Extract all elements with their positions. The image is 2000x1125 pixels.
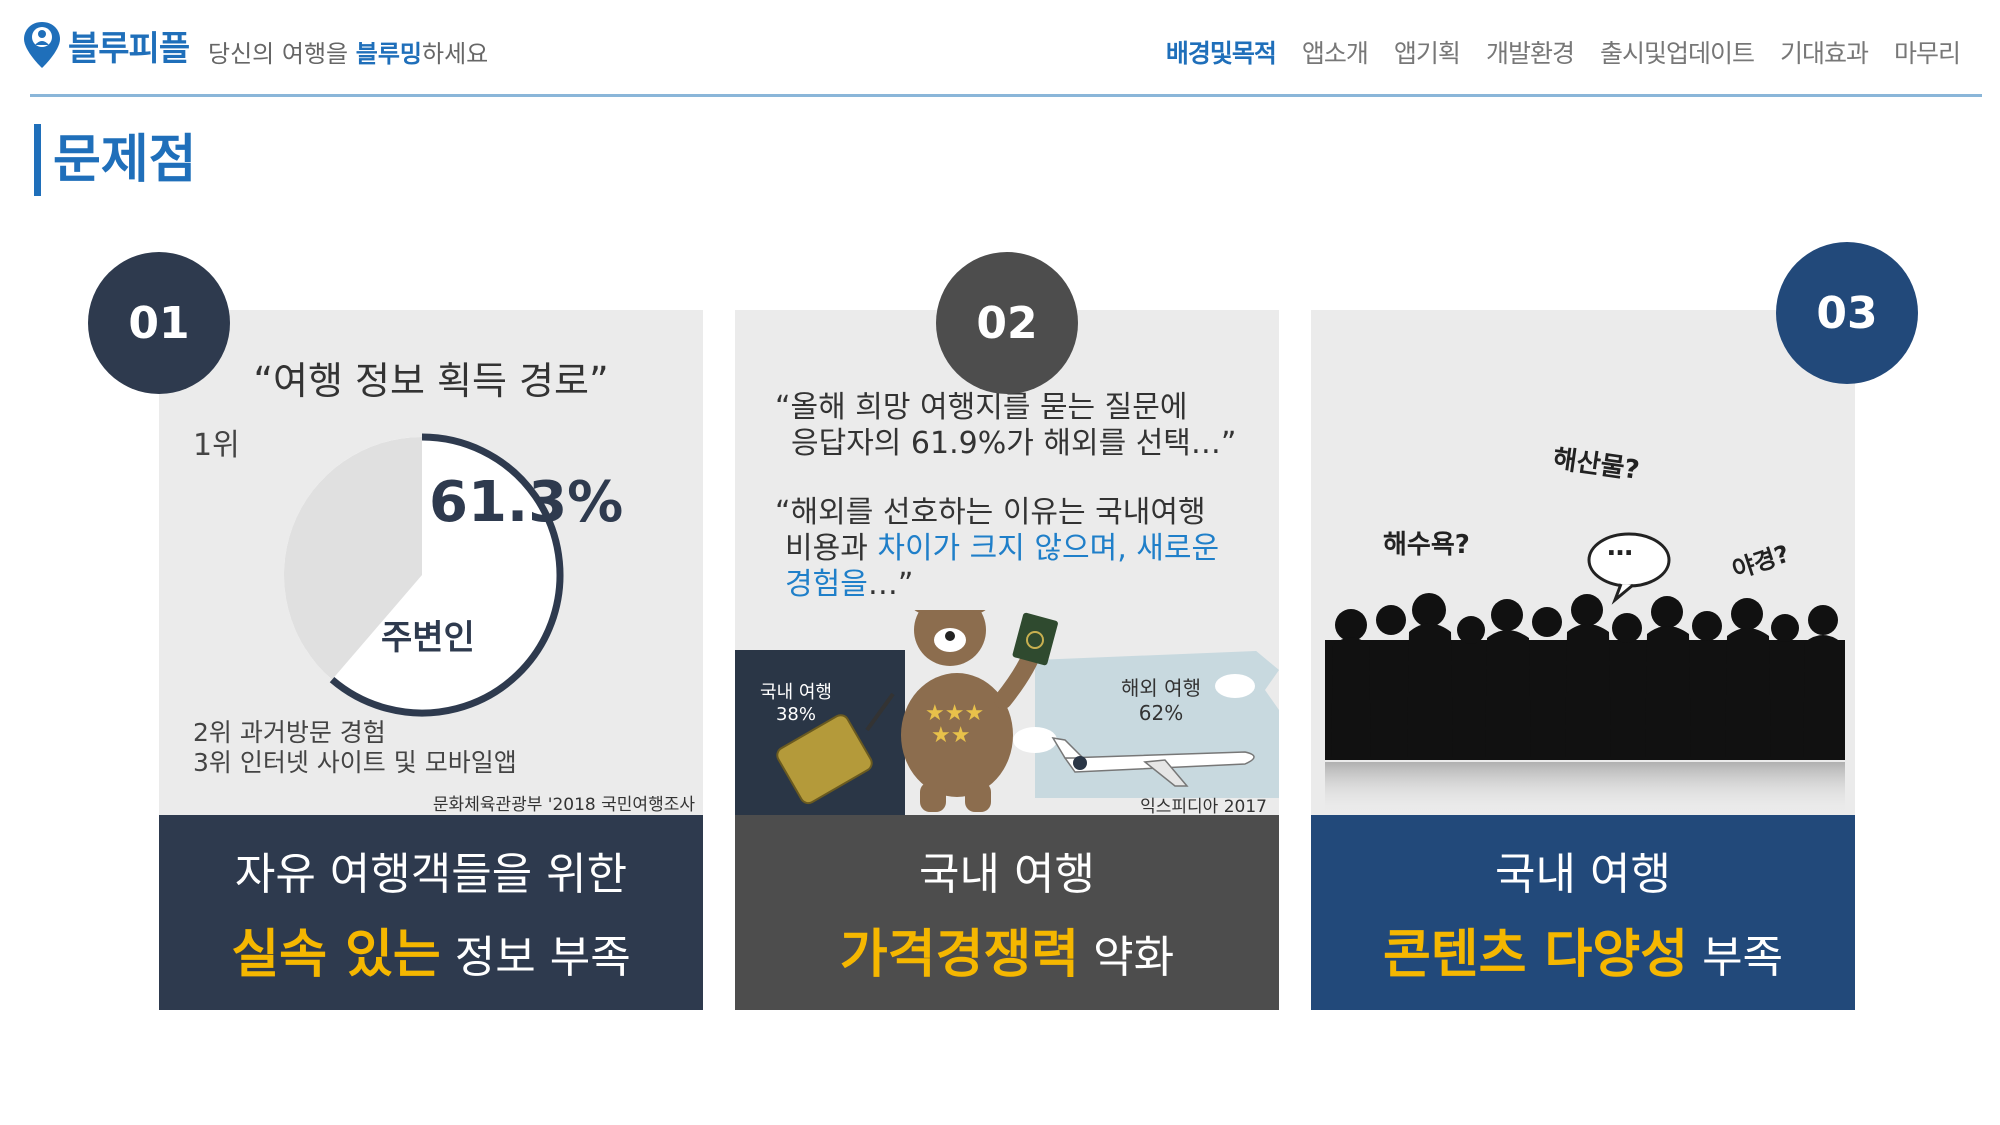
- card-1-illustration: “여행 정보 획득 경로” 1위 61.3% 주변인 2위 과거방문 경험 3위…: [159, 310, 703, 815]
- card-1-rank1: 1위: [193, 428, 240, 463]
- nav-item-app-intro[interactable]: 앱소개: [1301, 39, 1369, 68]
- card-2-footer: 국내 여행 가격경쟁력 약화: [735, 815, 1279, 1010]
- problem-card-2: “올해 희망 여행지를 묻는 질문에 응답자의 61.9%가 해외를 선택…” …: [735, 310, 1279, 1010]
- card-1-foot-emph: 실속 있는: [231, 925, 441, 985]
- card-2-foot-emph: 가격경쟁력: [839, 925, 1080, 985]
- card-1-foot-rest: 정보 부족: [440, 932, 631, 983]
- header: 블루피플 당신의 여행을 블루밍하세요 배경및목적 앱소개 앱기획 개발환경 출…: [0, 0, 2000, 97]
- bubble-ellipsis: …: [1607, 532, 1633, 562]
- cloud-icon: [1013, 727, 1057, 753]
- card-3-illustration: 해산물? 해수욕? … 야경?: [1311, 310, 1855, 815]
- card-2-quote2-line3: 경험을…”: [775, 567, 1219, 603]
- donut-slice: [284, 437, 422, 680]
- logo[interactable]: 블루피플: [22, 20, 190, 70]
- svg-text:★★: ★★: [931, 723, 970, 748]
- card-2-quote2-line2-pre: 비용과: [785, 531, 878, 566]
- svg-text:★★★: ★★★: [925, 701, 984, 726]
- card-1-title: “여행 정보 획득 경로”: [253, 359, 609, 403]
- card-1-rank2: 2위 과거방문 경험: [193, 718, 386, 747]
- card-1-footer: 자유 여행객들을 위한 실속 있는 정보 부족: [159, 815, 703, 1010]
- card-1-percent: 61.3%: [429, 470, 624, 535]
- donut-chart: [284, 433, 564, 717]
- card-2-illustration: “올해 희망 여행지를 묻는 질문에 응답자의 61.9%가 해외를 선택…” …: [735, 310, 1279, 815]
- card-3-foot-line2: 콘텐츠 다양성 부족: [1311, 925, 1855, 988]
- logo-text: 블루피플: [68, 28, 190, 69]
- suitcase-icon: [776, 692, 895, 805]
- card-2-number-badge: 02: [936, 252, 1078, 394]
- nav-item-expected-effect[interactable]: 기대효과: [1779, 39, 1869, 68]
- card-2-quote1: “올해 희망 여행지를 묻는 질문에 응답자의 61.9%가 해외를 선택…”: [775, 390, 1236, 462]
- tagline: 당신의 여행을 블루밍하세요: [208, 34, 488, 69]
- card-3-foot-line1: 국내 여행: [1495, 849, 1671, 900]
- nav-item-closing[interactable]: 마무리: [1893, 39, 1961, 68]
- card-2-quote2-line1: “해외를 선호하는 이유는 국내여행: [775, 495, 1206, 530]
- passport-icon: [1012, 612, 1058, 666]
- nav-item-release[interactable]: 출시및업데이트: [1599, 39, 1755, 68]
- card-3-footer: 국내 여행 콘텐츠 다양성 부족: [1311, 815, 1855, 1010]
- card-1-source: 문화체육관광부 '2018 국민여행조사: [432, 795, 695, 815]
- tagline-pre: 당신의 여행을: [208, 40, 356, 68]
- card-2-source: 익스피디아 2017: [1140, 797, 1267, 815]
- problem-card-1: “여행 정보 획득 경로” 1위 61.3% 주변인 2위 과거방문 경험 3위…: [159, 310, 703, 1010]
- card-2-foot-line2: 가격경쟁력 약화: [735, 925, 1279, 988]
- domestic-label: 국내 여행: [760, 682, 832, 703]
- bear-icon: ★★★ ★★: [901, 610, 1044, 812]
- card-1-ranks: 2위 과거방문 경험 3위 인터넷 사이트 및 모바일앱: [193, 718, 517, 778]
- card-2-quote1-line2: 응답자의 61.9%가 해외를 선택…”: [791, 426, 1237, 461]
- problem-card-3: 해산물? 해수욕? … 야경? 국내 여행 콘텐츠 다양성 부족: [1311, 310, 1855, 1010]
- airplane-icon: [1051, 736, 1255, 787]
- crowd-silhouette-scene: [1325, 532, 1845, 814]
- domestic-pct: 38%: [775, 704, 816, 725]
- domestic-stat: 국내 여행 38%: [751, 678, 841, 725]
- card-1-foot-line1: 자유 여행객들을 위한: [234, 849, 628, 900]
- tagline-post: 하세요: [422, 40, 489, 68]
- cloud-icon: [1215, 674, 1255, 698]
- crowd-icon: [1325, 593, 1845, 760]
- overseas-label: 해외 여행: [1121, 676, 1201, 700]
- card-2-quote2-line2: 비용과 차이가 크지 않으며, 새로운: [775, 531, 1219, 567]
- card-2-quote2-line3-blue: 경험을: [785, 567, 868, 602]
- bubble-swimming: 해수욕?: [1383, 530, 1470, 560]
- card-1-number-badge: 01: [88, 252, 230, 394]
- overseas-pct: 62%: [1138, 701, 1184, 725]
- card-2-quote2: “해외를 선호하는 이유는 국내여행 비용과 차이가 크지 않으며, 새로운 경…: [775, 495, 1219, 603]
- top-nav: 배경및목적 앱소개 앱기획 개발환경 출시및업데이트 기대효과 마무리: [1165, 34, 1961, 70]
- overseas-stat: 해외 여행 62%: [1111, 672, 1211, 725]
- card-1-label: 주변인: [381, 618, 475, 658]
- header-divider: [30, 94, 1982, 97]
- speech-bubble-icon: [1587, 532, 1671, 605]
- card-3-foot-emph: 콘텐츠 다양성: [1382, 925, 1689, 985]
- card-1-rank3: 3위 인터넷 사이트 및 모바일앱: [193, 748, 517, 777]
- donut-arc: [329, 433, 564, 717]
- nav-item-app-planning[interactable]: 앱기획: [1393, 39, 1461, 68]
- card-2-foot-line1: 국내 여행: [919, 849, 1095, 900]
- card-2-foot-rest: 약화: [1079, 932, 1175, 983]
- location-pin-icon: [24, 22, 60, 68]
- card-3-foot-rest: 부족: [1688, 932, 1784, 983]
- nav-item-dev-env[interactable]: 개발환경: [1485, 39, 1575, 68]
- travel-bear-scene: ★★★ ★★: [735, 610, 1279, 815]
- crowd-reflection: [1325, 762, 1845, 814]
- card-1-foot-line2: 실속 있는 정보 부족: [159, 925, 703, 988]
- section-title: 문제점: [34, 124, 197, 196]
- tagline-highlight: 블루밍: [355, 40, 422, 68]
- card-2-quote2-line2-blue: 차이가 크지 않으며, 새로운: [877, 531, 1220, 566]
- card-2-quote1-line1: “올해 희망 여행지를 묻는 질문에: [775, 390, 1188, 425]
- nav-item-background[interactable]: 배경및목적: [1165, 39, 1277, 68]
- card-3-number-badge: 03: [1776, 242, 1918, 384]
- card-2-quote2-line3-post: …”: [867, 567, 914, 602]
